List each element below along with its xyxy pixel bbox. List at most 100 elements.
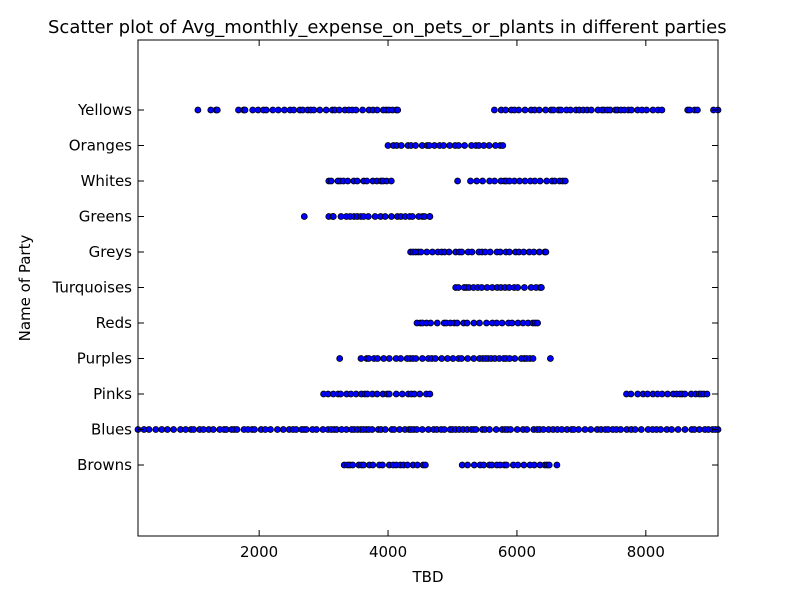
y-tick-label-purples: Purples xyxy=(77,350,132,368)
point-browns xyxy=(520,461,528,469)
point-browns xyxy=(514,461,522,469)
x-tick-label: 8000 xyxy=(627,543,665,561)
point-blues xyxy=(251,426,258,433)
point-blues xyxy=(440,426,448,433)
point-yellows xyxy=(502,106,510,114)
point-blues xyxy=(681,426,689,433)
point-greens xyxy=(408,213,416,220)
y-tick-label-yellows: Yellows xyxy=(77,101,132,119)
point-blues xyxy=(145,426,153,433)
point-oranges xyxy=(397,142,405,149)
point-blues xyxy=(486,426,493,433)
point-reds xyxy=(427,319,435,327)
point-yellows xyxy=(213,106,221,114)
point-yellows xyxy=(359,106,367,114)
point-greys xyxy=(445,248,453,256)
y-tick-label-whites: Whites xyxy=(81,172,133,190)
point-greys xyxy=(486,248,494,256)
y-tick-label-turquoises: Turquoises xyxy=(51,279,132,297)
point-browns xyxy=(470,461,478,469)
point-pinks xyxy=(703,390,711,398)
point-blues xyxy=(523,426,531,433)
point-pinks xyxy=(392,390,400,398)
point-blues xyxy=(575,426,582,433)
point-purples xyxy=(336,355,344,362)
point-pinks xyxy=(627,390,635,398)
point-purples xyxy=(529,355,537,362)
point-yellows xyxy=(262,106,270,114)
point-whites xyxy=(473,177,481,185)
point-browns xyxy=(369,461,377,469)
data-points xyxy=(134,106,722,469)
point-whites xyxy=(327,177,335,185)
point-pinks xyxy=(398,390,406,398)
point-pinks xyxy=(416,390,424,398)
point-purples xyxy=(374,355,382,362)
point-blues xyxy=(302,426,310,433)
point-browns xyxy=(480,461,488,469)
point-whites xyxy=(467,177,474,185)
point-browns xyxy=(553,461,561,469)
point-turquoises xyxy=(521,284,528,291)
point-browns xyxy=(545,461,553,469)
point-blues xyxy=(513,426,521,433)
point-pinks xyxy=(385,390,393,398)
point-blues xyxy=(587,426,595,433)
point-blues xyxy=(696,426,703,433)
point-yellows xyxy=(521,106,529,114)
point-oranges xyxy=(455,142,463,149)
point-browns xyxy=(421,461,429,469)
point-purples xyxy=(547,355,554,362)
point-blues xyxy=(674,426,682,433)
point-whites xyxy=(536,177,544,185)
point-blues xyxy=(368,426,376,433)
y-tick-label-pinks: Pinks xyxy=(93,385,132,403)
point-oranges xyxy=(440,142,448,149)
point-browns xyxy=(503,461,510,469)
point-greys xyxy=(530,248,538,256)
point-whites xyxy=(344,177,352,185)
point-yellows xyxy=(274,106,282,114)
point-reds xyxy=(483,319,490,327)
point-oranges xyxy=(461,142,469,149)
point-greys xyxy=(458,248,466,256)
point-browns xyxy=(464,461,472,469)
point-blues xyxy=(381,426,389,433)
point-yellows xyxy=(194,106,202,114)
point-greys xyxy=(468,248,476,256)
point-yellows xyxy=(280,106,288,114)
point-reds xyxy=(453,319,461,327)
point-reds xyxy=(476,319,483,327)
y-axis-label: Name of Party xyxy=(16,235,34,342)
point-blues xyxy=(472,426,480,433)
point-greens xyxy=(300,213,308,220)
point-blues xyxy=(617,426,625,433)
point-pinks xyxy=(664,390,671,398)
chart-title: Scatter plot of Avg_monthly_expense_on_p… xyxy=(48,17,727,38)
point-yellows xyxy=(628,106,635,114)
point-greys xyxy=(496,248,504,256)
point-whites xyxy=(387,177,395,185)
point-pinks xyxy=(681,390,689,398)
point-yellows xyxy=(535,106,543,114)
point-browns xyxy=(413,461,421,469)
point-blues xyxy=(637,426,645,433)
x-tick-label: 4000 xyxy=(369,543,407,561)
point-blues xyxy=(233,426,241,433)
point-blues xyxy=(209,426,217,433)
point-yellows xyxy=(290,106,298,114)
point-greys xyxy=(520,248,528,256)
point-greys xyxy=(423,248,431,256)
point-blues xyxy=(190,426,198,433)
point-blues xyxy=(273,426,281,433)
point-greens xyxy=(364,213,372,220)
point-yellows xyxy=(694,106,701,114)
point-greens xyxy=(387,213,395,220)
point-oranges xyxy=(499,142,507,149)
point-purples xyxy=(418,355,426,362)
point-yellows xyxy=(322,106,330,114)
point-blues xyxy=(668,426,675,433)
point-purples xyxy=(458,355,465,362)
point-blues xyxy=(163,426,171,433)
point-reds xyxy=(463,319,471,327)
